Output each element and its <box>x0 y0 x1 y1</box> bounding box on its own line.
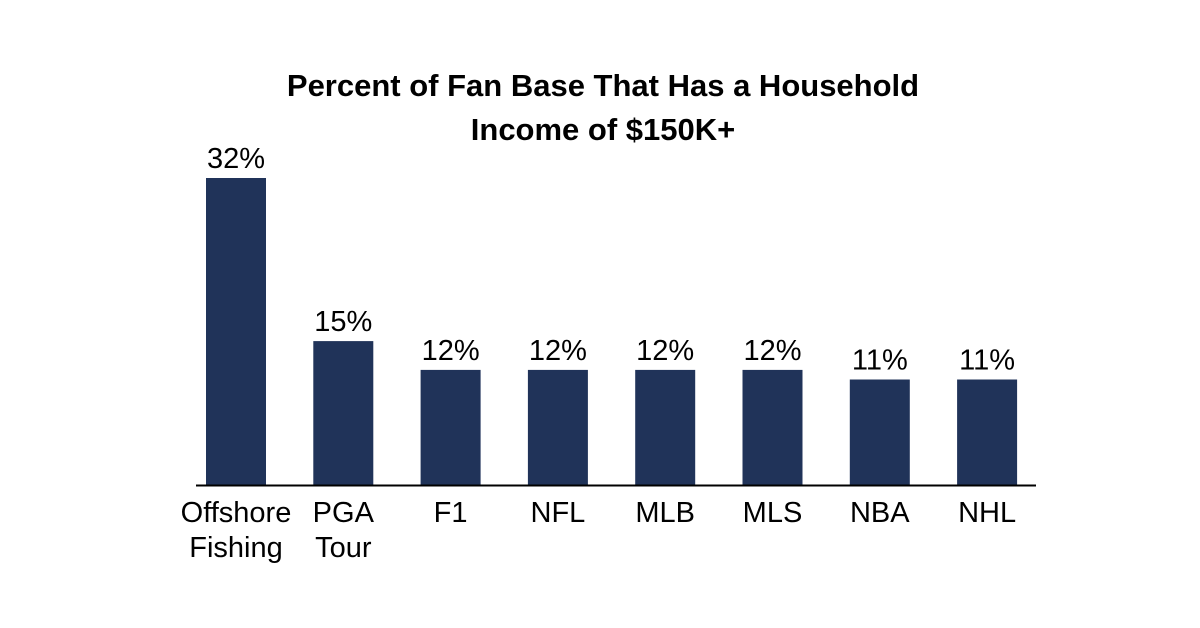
category-label: Offshore <box>181 497 292 529</box>
bar <box>313 341 374 485</box>
data-label: 11% <box>852 345 908 377</box>
bar <box>527 369 588 485</box>
category-label: MLS <box>743 497 803 529</box>
bar <box>206 178 266 485</box>
data-label: 11% <box>959 345 1015 377</box>
category-label: Tour <box>315 532 372 564</box>
category-label: NBA <box>850 497 910 529</box>
data-label: 12% <box>743 335 801 367</box>
bar <box>635 369 696 485</box>
data-label: 15% <box>314 306 372 338</box>
category-label: Fishing <box>189 532 283 564</box>
data-label: 12% <box>422 335 480 367</box>
bar <box>420 369 481 485</box>
category-label: F1 <box>434 497 468 529</box>
category-label: NHL <box>958 497 1016 529</box>
bar <box>957 379 1018 485</box>
bar <box>742 369 803 485</box>
data-labels-group: 32% 15% 12% 12% 12% 12% 11% 11% <box>207 143 1015 377</box>
bar <box>849 379 910 485</box>
bars-group <box>206 178 1018 485</box>
category-label: PGA <box>313 497 375 529</box>
data-label: 32% <box>207 143 265 175</box>
chart-title-line-1: Percent of Fan Base That Has a Household <box>287 68 919 103</box>
chart-title-line-2: Income of $150K+ <box>471 112 735 147</box>
category-label: NFL <box>531 497 586 529</box>
category-label: MLB <box>635 497 695 529</box>
data-label: 12% <box>636 335 694 367</box>
data-label: 12% <box>529 335 587 367</box>
